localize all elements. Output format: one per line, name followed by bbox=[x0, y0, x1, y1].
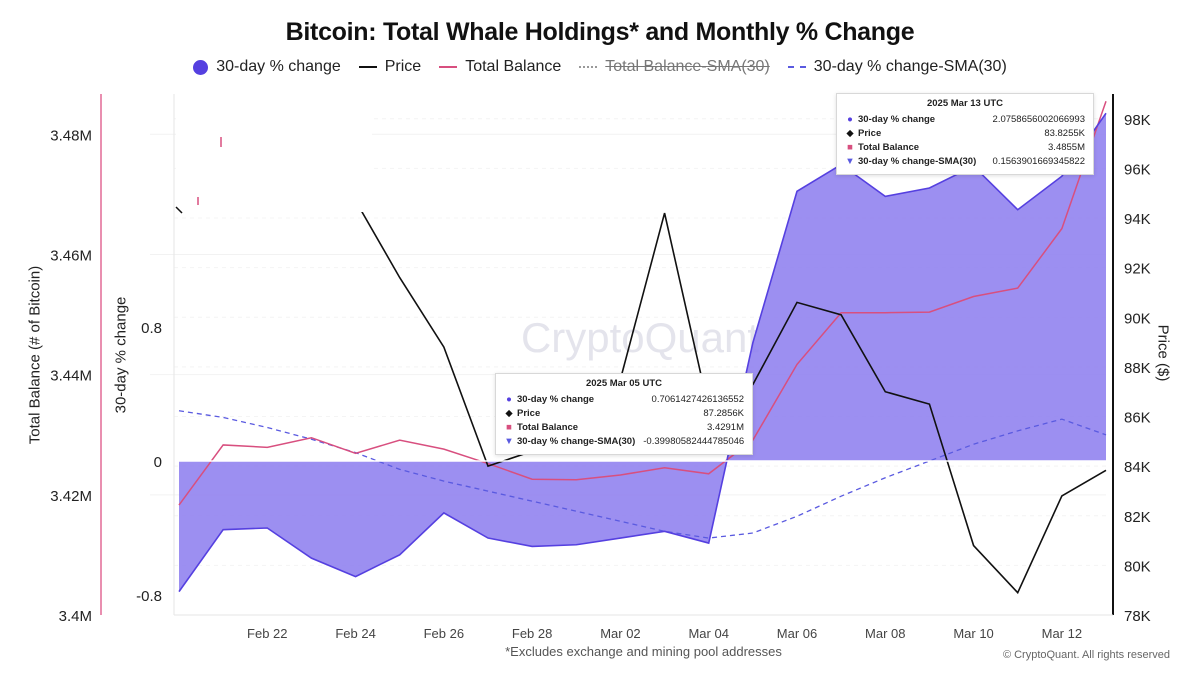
legend-label: 30-day % change-SMA(30) bbox=[813, 58, 1007, 75]
legend-item-30day-change[interactable]: 30-day % change bbox=[193, 58, 341, 76]
tick-label-date: Mar 08 bbox=[865, 626, 905, 641]
tick-label-30day-change: 0.8 bbox=[141, 320, 162, 337]
legend-dashed-line-icon bbox=[787, 66, 806, 68]
legend-label: Total Balance bbox=[465, 58, 562, 75]
legend-label: Total Balance-SMA(30) bbox=[605, 58, 770, 75]
legend-item-30day-change-sma[interactable]: 30-day % change-SMA(30) bbox=[787, 58, 1007, 76]
tick-label-price: 86K bbox=[1124, 410, 1151, 427]
tick-label-price: 78K bbox=[1124, 608, 1151, 625]
tick-label-date: Feb 24 bbox=[335, 626, 375, 641]
legend-line-icon bbox=[358, 66, 377, 68]
tooltip-label: 30-day % change-SMA(30) bbox=[858, 156, 977, 167]
tooltip-value: -0.39980582444785046 bbox=[643, 436, 745, 447]
axes bbox=[100, 94, 1114, 616]
chart-marks bbox=[175, 137, 222, 214]
dot-icon: ● bbox=[506, 394, 512, 405]
axis-title-30day-change: 30-day % change bbox=[112, 296, 130, 414]
tick-label-price: 90K bbox=[1124, 310, 1151, 327]
tooltip-value: 3.4855M bbox=[1048, 142, 1085, 153]
tick-label-price: 92K bbox=[1124, 261, 1151, 278]
tooltip-label: 30-day % change bbox=[858, 114, 936, 125]
tooltip-mar-05: 2025 Mar 05 UTC ● 30-day % change 0.70614… bbox=[495, 373, 753, 455]
square-icon: ■ bbox=[506, 422, 512, 433]
tooltip-value: 2.0758656002066993 bbox=[992, 114, 1085, 125]
triangle-down-icon: ▼ bbox=[504, 436, 514, 447]
legend-label: Price bbox=[384, 58, 422, 75]
legend: 30-day % change Price Total Balance Tota… bbox=[0, 58, 1200, 76]
tick-label-date: Feb 26 bbox=[424, 626, 464, 641]
stray-mark bbox=[175, 206, 183, 214]
tick-label-30day-change: -0.8 bbox=[136, 588, 162, 605]
tooltip-row: ■ Total Balance 3.4855M bbox=[845, 141, 1085, 155]
tooltip-row: ● 30-day % change 0.7061427426136552 bbox=[504, 393, 744, 407]
tick-label-date: Mar 06 bbox=[777, 626, 817, 641]
diamond-icon: ◆ bbox=[505, 408, 513, 419]
tick-label-total-balance: 3.46M bbox=[50, 247, 92, 264]
tick-label-date: Feb 28 bbox=[512, 626, 552, 641]
area-30day-change bbox=[179, 113, 1106, 592]
tooltip-value: 0.1563901669345822 bbox=[992, 156, 1085, 167]
tick-label-price: 98K bbox=[1124, 112, 1151, 129]
dot-icon: ● bbox=[847, 114, 853, 125]
tooltip-title: 2025 Mar 05 UTC bbox=[585, 378, 663, 389]
tooltip-label: Total Balance bbox=[858, 142, 920, 153]
tooltip-row: ◆ Price 83.8255K bbox=[845, 127, 1085, 141]
tooltip-row: ▼ 30-day % change-SMA(30) 0.1563901669345… bbox=[845, 155, 1085, 169]
axis-title-total-balance: Total Balance (# of Bitcoin) bbox=[26, 265, 44, 445]
series-line-total-balance bbox=[178, 100, 1107, 506]
legend-dot-icon bbox=[193, 59, 209, 75]
tooltip-row: ▼ 30-day % change-SMA(30) -0.399805824447… bbox=[504, 435, 744, 449]
tick-label-price: 84K bbox=[1124, 459, 1151, 476]
tick-label-price: 80K bbox=[1124, 558, 1151, 575]
tooltip-label: Price bbox=[517, 408, 541, 419]
tick-label-price: 94K bbox=[1124, 211, 1151, 228]
legend-item-total-balance-sma[interactable]: Total Balance-SMA(30) bbox=[579, 58, 770, 76]
series-line-30day-change-sma bbox=[178, 410, 1107, 539]
tooltip-label: 30-day % change bbox=[517, 394, 595, 405]
legend-label: 30-day % change bbox=[216, 58, 341, 75]
area-outline-30day-change bbox=[178, 112, 1107, 593]
legend-dotted-line-icon bbox=[579, 66, 598, 68]
tooltip-value: 83.8255K bbox=[1044, 128, 1085, 139]
tick-label-date: Mar 04 bbox=[688, 626, 728, 641]
tick-label-total-balance: 3.48M bbox=[50, 127, 92, 144]
footnote: *Excludes exchange and mining pool addre… bbox=[505, 644, 782, 659]
tooltip-value: 0.7061427426136552 bbox=[651, 394, 744, 405]
tick-label-price: 96K bbox=[1124, 161, 1151, 178]
tick-labels: 3.48M 3.46M 3.44M 3.42M 3.4M 0.8 0 -0.8 98K 96K 94… bbox=[50, 112, 1150, 641]
tooltip-label: 30-day % change-SMA(30) bbox=[517, 436, 636, 447]
tooltip-row: ● 30-day % change 2.0758656002066993 bbox=[845, 113, 1085, 127]
tooltip-mar-13: 2025 Mar 13 UTC ● 30-day % change 2.07586… bbox=[836, 93, 1094, 175]
legend-item-total-balance[interactable]: Total Balance bbox=[439, 58, 561, 76]
tick-label-total-balance: 3.42M bbox=[50, 488, 92, 505]
watermark: CryptoQuant bbox=[521, 314, 759, 361]
square-icon: ■ bbox=[847, 142, 853, 153]
legend-item-price[interactable]: Price bbox=[358, 58, 422, 76]
render-gap bbox=[176, 94, 372, 212]
tick-label-date: Feb 22 bbox=[247, 626, 287, 641]
tick-label-30day-change: 0 bbox=[154, 454, 162, 471]
legend-line-icon bbox=[439, 66, 458, 68]
tick-label-date: Mar 10 bbox=[953, 626, 993, 641]
tick-label-total-balance: 3.4M bbox=[59, 608, 92, 625]
tick-label-price: 88K bbox=[1124, 360, 1151, 377]
tooltip-label: Price bbox=[858, 128, 882, 139]
tooltip-value: 87.2856K bbox=[703, 408, 744, 419]
copyright: © CryptoQuant. All rights reserved bbox=[1002, 649, 1170, 661]
chart-title: Bitcoin: Total Whale Holdings* and Month… bbox=[285, 18, 915, 46]
tick-label-total-balance: 3.44M bbox=[50, 368, 92, 385]
tooltip-value: 3.4291M bbox=[707, 422, 744, 433]
tooltip-row: ■ Total Balance 3.4291M bbox=[504, 421, 744, 435]
diamond-icon: ◆ bbox=[846, 128, 854, 139]
tooltip-row: ◆ Price 87.2856K bbox=[504, 407, 744, 421]
tick-label-date: Mar 02 bbox=[600, 626, 640, 641]
tick-label-date: Mar 12 bbox=[1042, 626, 1082, 641]
triangle-down-icon: ▼ bbox=[845, 156, 855, 167]
axis-title-price: Price ($) bbox=[1154, 324, 1172, 382]
tooltip-label: Total Balance bbox=[517, 422, 579, 433]
tooltip-title: 2025 Mar 13 UTC bbox=[926, 98, 1004, 109]
tick-label-price: 82K bbox=[1124, 509, 1151, 526]
